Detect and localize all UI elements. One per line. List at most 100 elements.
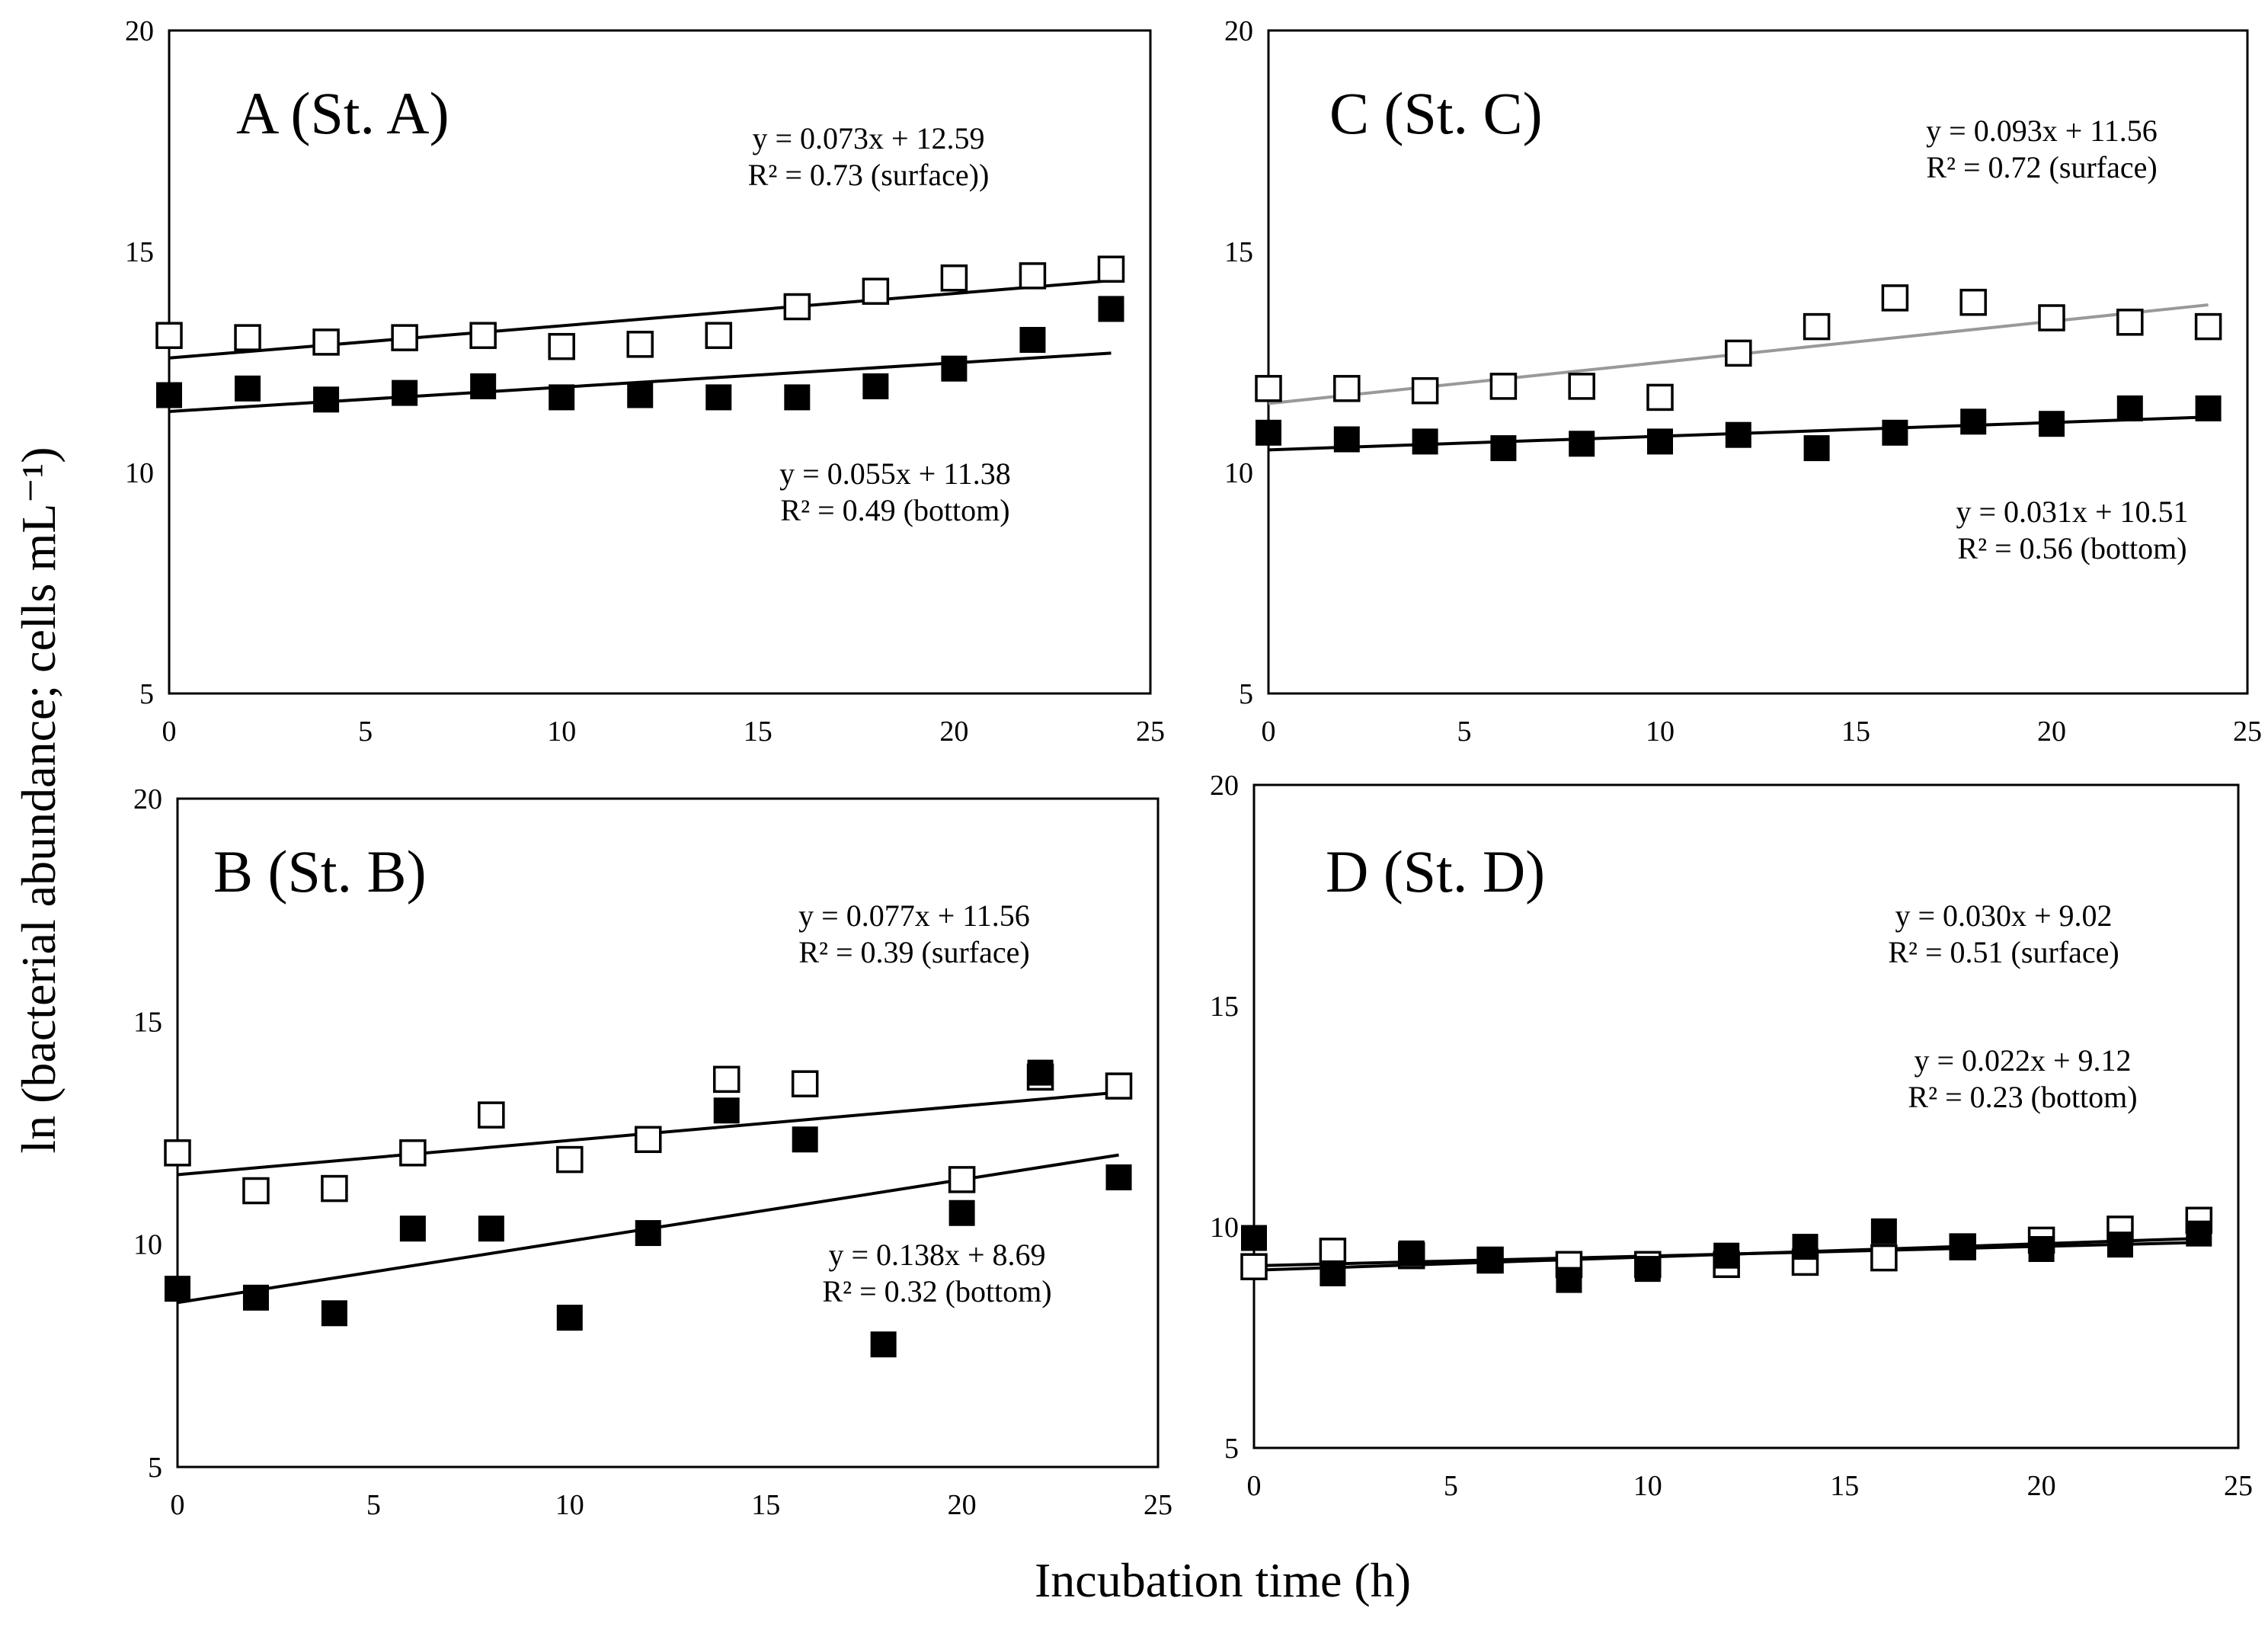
x-tick-label: 5 [1444,1470,1458,1502]
bottom-point [1019,327,1046,353]
bottom-point [313,386,340,413]
surface-point [478,1101,505,1129]
surface-point [1646,383,1674,412]
x-tick-label: 20 [2027,1470,2056,1502]
x-tick-label: 25 [2233,716,2262,748]
panel-title: B (St. B) [213,838,427,905]
surface-point [1019,262,1047,290]
y-tick-label: 5 [1239,678,1253,710]
surface-point [2194,312,2222,341]
surface-point [548,332,575,360]
surface-point [1803,312,1831,341]
y-axis-title: ln (bacterial abundance; cells mL⁻¹) [11,447,66,1153]
surface-r-squared: R² = 0.73 (surface)) [748,158,990,192]
y-tick-label: 15 [125,236,154,268]
bottom-point [165,1276,190,1302]
bottom-r-squared: R² = 0.32 (bottom) [822,1274,1051,1308]
bottom-point [1647,428,1673,455]
surface-point [399,1139,427,1167]
surface-point [234,324,261,351]
x-tick-label: 10 [547,716,576,748]
bottom-equation: y = 0.138x + 8.69 [828,1238,1045,1272]
bottom-point [556,1305,583,1331]
bottom-point [2039,411,2065,437]
bottom-point [399,1215,426,1242]
bottom-point [627,382,654,408]
surface-point [469,322,497,349]
surface-point [940,264,968,292]
x-tick-label: 20 [948,1489,977,1521]
surface-equation: y = 0.093x + 11.56 [1926,114,2158,148]
bottom-point [1320,1260,1346,1286]
bottom-point [862,373,889,399]
surface-point [1105,1072,1133,1100]
bottom-point [1398,1240,1425,1267]
surface-point [1881,284,1909,312]
bottom-r-squared: R² = 0.23 (bottom) [1908,1080,2137,1114]
x-tick-label: 10 [555,1489,584,1521]
plot-frame [168,29,1152,695]
bottom-point [705,384,732,411]
y-tick-label: 20 [125,15,154,47]
bottom-point [1098,296,1124,322]
y-tick-label: 20 [1210,770,1239,802]
bottom-point [1569,431,1595,457]
y-tick-label: 5 [1224,1433,1239,1465]
x-tick-label: 0 [171,1489,185,1521]
surface-point [1725,339,1752,367]
surface-r-squared: R² = 0.51 (surface) [1888,935,2119,969]
x-tick-label: 15 [751,1489,780,1521]
bottom-point [470,373,497,399]
bottom-point [1713,1242,1740,1269]
bottom-point [2116,395,2143,421]
y-tick-label: 15 [133,1006,162,1038]
bottom-point [1725,421,1751,448]
bottom-point [242,1284,269,1311]
bottom-point [1256,419,1281,446]
bottom-point [870,1331,897,1358]
bottom-equation: y = 0.022x + 9.12 [1914,1043,2131,1078]
surface-r-squared: R² = 0.39 (surface) [798,935,1029,969]
y-tick-label: 20 [133,783,162,815]
y-tick-label: 15 [1224,236,1253,268]
bottom-point [1241,1225,1267,1251]
surface-point [321,1174,348,1203]
bottom-point [1950,1234,1976,1260]
x-tick-label: 5 [366,1489,381,1521]
surface-point [312,328,340,356]
x-tick-label: 25 [1136,716,1165,748]
surface-point [1097,255,1125,283]
panel-title: A (St. A) [236,80,449,146]
bottom-point [1792,1234,1819,1260]
y-tick-label: 10 [133,1229,162,1261]
bottom-point [549,384,575,411]
x-tick-label: 25 [1144,1489,1172,1521]
x-tick-label: 0 [162,716,177,748]
surface-point [705,322,733,349]
x-tick-label: 10 [1633,1470,1662,1502]
bottom-point [1105,1164,1132,1190]
surface-point [164,1139,191,1167]
bottom-point [784,384,811,411]
x-axis-title: Incubation time (h) [1035,1553,1411,1607]
panel-title: D (St. D) [1326,838,1545,905]
surface-point [242,1177,270,1205]
x-tick-label: 15 [744,716,773,748]
surface-point [862,277,890,305]
bottom-point [392,380,418,406]
x-tick-label: 15 [1841,716,1870,748]
x-tick-label: 5 [358,716,373,748]
surface-point [1319,1238,1347,1265]
bottom-point [635,1220,661,1247]
surface-equation: y = 0.073x + 12.59 [752,121,984,155]
bottom-point [2195,395,2222,421]
bottom-point [1634,1256,1661,1283]
surface-point [2116,309,2144,336]
surface-point [1255,375,1282,402]
bottom-point [1412,428,1438,455]
y-tick-label: 15 [1210,991,1239,1023]
surface-equation: y = 0.030x + 9.02 [1895,898,2112,933]
